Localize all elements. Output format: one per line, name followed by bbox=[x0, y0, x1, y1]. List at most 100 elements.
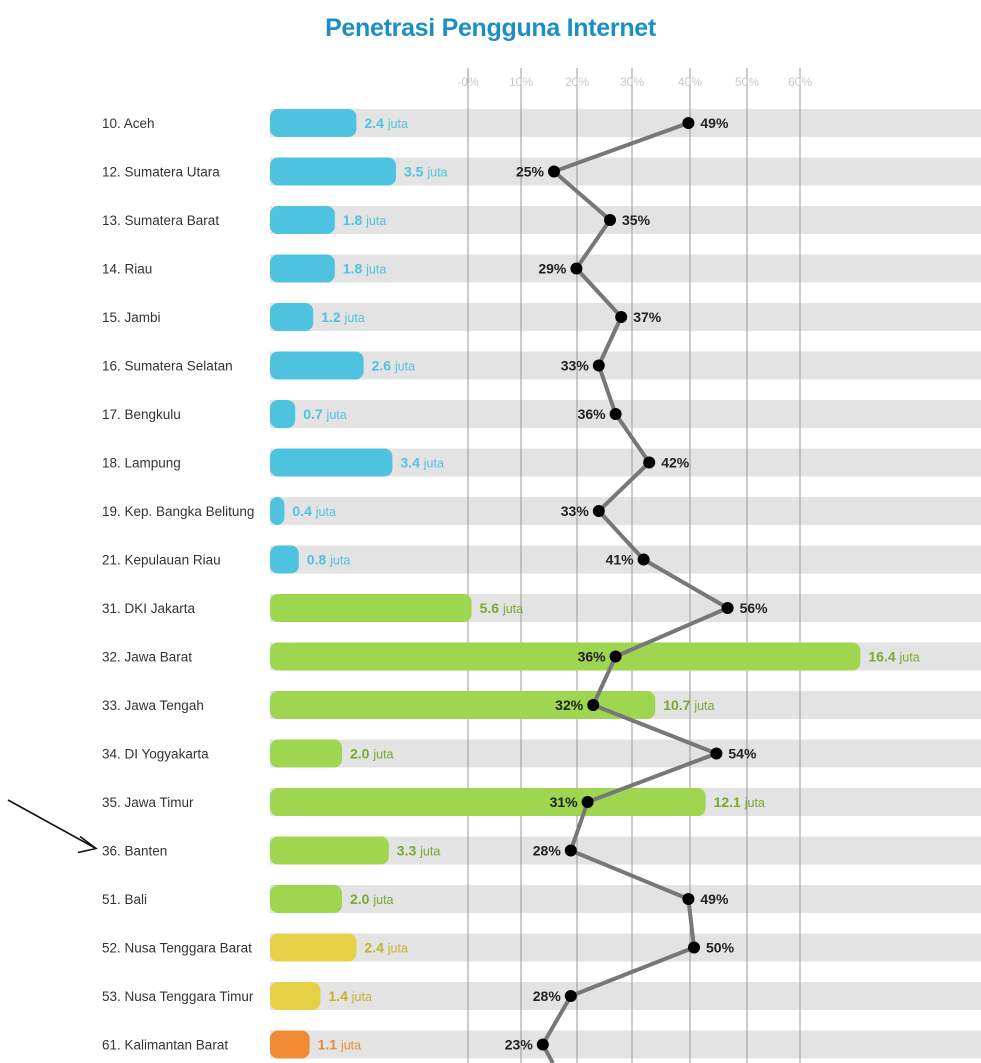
line-point bbox=[564, 990, 577, 1002]
penetration-line-series: 49% 25% 35% 29% 37% 33% 36% 42% 33% 41% 56% 36% 32% 5… bbox=[505, 115, 768, 1063]
bar-value-label: 3.5 juta bbox=[404, 164, 448, 180]
row-band bbox=[270, 982, 981, 1010]
line-value-label: 29% bbox=[538, 261, 567, 277]
row-band bbox=[270, 545, 981, 574]
line-value-label: 33% bbox=[561, 358, 590, 374]
bar bbox=[270, 836, 389, 865]
row-band bbox=[270, 933, 981, 962]
bar-value-label: 1.8 juta bbox=[343, 212, 387, 228]
line-value-label: 54% bbox=[728, 746, 757, 762]
bar bbox=[270, 497, 285, 525]
grid-lines bbox=[467, 68, 801, 1063]
bar bbox=[270, 157, 396, 186]
bar-value-label: 2.4 juta bbox=[364, 115, 408, 131]
category-label: 19. Kep. Bangka Belitung bbox=[102, 504, 254, 519]
bar bbox=[270, 691, 656, 719]
bar bbox=[270, 351, 364, 380]
bar-value-label: 2.6 juta bbox=[372, 358, 416, 374]
category-label: 34. DI Yogyakarta bbox=[102, 747, 209, 762]
line-point bbox=[643, 456, 656, 469]
percent-axis: -0% 10% 20% 30% 40% 50% 60% bbox=[457, 75, 812, 89]
bar bbox=[270, 885, 342, 913]
bar bbox=[270, 788, 706, 816]
percent-tick-label: -0% bbox=[457, 75, 479, 89]
penetration-line bbox=[541, 121, 730, 1046]
category-label: 12. Sumatera Utara bbox=[102, 165, 220, 180]
bar-value-label: 0.8 juta bbox=[307, 552, 351, 568]
percent-tick-label: 40% bbox=[678, 75, 702, 89]
row-band bbox=[270, 351, 981, 380]
row-band bbox=[270, 739, 981, 768]
bar-value-label: 1.1 juta bbox=[318, 1037, 362, 1053]
category-label: 61. Kalimantan Barat bbox=[102, 1038, 228, 1053]
line-point bbox=[682, 117, 695, 129]
bar bbox=[270, 303, 314, 331]
bar-value-label: 16.4 juta bbox=[868, 649, 919, 665]
line-value-label: 23% bbox=[505, 1037, 534, 1053]
bar-value-label: 3.3 juta bbox=[397, 843, 441, 859]
bar bbox=[270, 642, 861, 671]
category-label: 18. Lampung bbox=[102, 456, 181, 471]
bar-value-label: 10.7 juta bbox=[663, 697, 714, 713]
line-value-label: 36% bbox=[578, 649, 607, 665]
category-label: 31. DKI Jakarta bbox=[102, 601, 196, 616]
percent-tick-label: 10% bbox=[509, 75, 533, 89]
line-point bbox=[536, 1038, 549, 1051]
category-label: 21. Kepulauan Riau bbox=[102, 553, 221, 568]
category-label: 14. Riau bbox=[102, 262, 152, 277]
row-bands bbox=[270, 109, 981, 1059]
line-value-label: 31% bbox=[550, 794, 579, 810]
bar-value-label: 0.7 juta bbox=[303, 406, 347, 422]
arrow-head bbox=[77, 835, 98, 854]
bar bbox=[270, 400, 296, 428]
arrow-shaft bbox=[7, 799, 97, 850]
line-point bbox=[615, 311, 628, 323]
percent-tick-label: 30% bbox=[620, 75, 644, 89]
bar bbox=[270, 594, 472, 622]
bar bbox=[270, 254, 335, 283]
line-point bbox=[721, 602, 734, 614]
category-label: 16. Sumatera Selatan bbox=[102, 359, 233, 374]
line-point bbox=[637, 553, 650, 566]
line-point bbox=[592, 359, 605, 372]
bar bbox=[270, 206, 335, 234]
bar bbox=[270, 982, 321, 1010]
line-value-label: 25% bbox=[516, 164, 545, 180]
line-point bbox=[609, 408, 622, 420]
row-band bbox=[270, 254, 981, 283]
category-label: 52. Nusa Tenggara Barat bbox=[102, 941, 252, 956]
line-value-label: 42% bbox=[661, 455, 690, 471]
bar bbox=[270, 933, 357, 962]
bar-value-label: 0.4 juta bbox=[292, 503, 336, 519]
category-labels: 10. Aceh 12. Sumatera Utara 13. Sumatera B… bbox=[102, 116, 254, 1053]
line-value-label: 56% bbox=[740, 600, 769, 616]
category-label: 51. Bali bbox=[102, 892, 147, 907]
category-label: 35. Jawa Timur bbox=[102, 795, 194, 810]
line-point bbox=[548, 165, 560, 178]
row-band bbox=[270, 206, 981, 234]
bar-value-label: 12.1 juta bbox=[714, 794, 765, 810]
line-point bbox=[564, 844, 577, 857]
category-label: 17. Bengkulu bbox=[102, 407, 181, 422]
line-point bbox=[581, 796, 594, 808]
bar-value-label: 3.4 juta bbox=[400, 455, 444, 471]
bar-value-label: 1.8 juta bbox=[343, 261, 387, 277]
category-label: 13. Sumatera Barat bbox=[102, 213, 219, 228]
bar bbox=[270, 545, 299, 574]
bar-series: 2.4 juta 3.5 juta 1.8 juta 1.8 juta 1.2 juta… bbox=[270, 109, 920, 1059]
bar-value-label: 2.0 juta bbox=[350, 746, 394, 762]
row-band bbox=[270, 400, 981, 428]
bar-value-label: 2.4 juta bbox=[364, 940, 408, 956]
line-value-label: 28% bbox=[533, 988, 562, 1004]
line-point bbox=[570, 262, 583, 275]
bar-value-label: 1.2 juta bbox=[321, 309, 365, 325]
row-band bbox=[270, 885, 981, 913]
line-value-label: 33% bbox=[561, 503, 590, 519]
line-point bbox=[592, 505, 605, 517]
category-label: 33. Jawa Tengah bbox=[102, 698, 204, 713]
bar bbox=[270, 739, 342, 768]
line-point bbox=[682, 893, 695, 905]
line-point bbox=[604, 214, 616, 226]
